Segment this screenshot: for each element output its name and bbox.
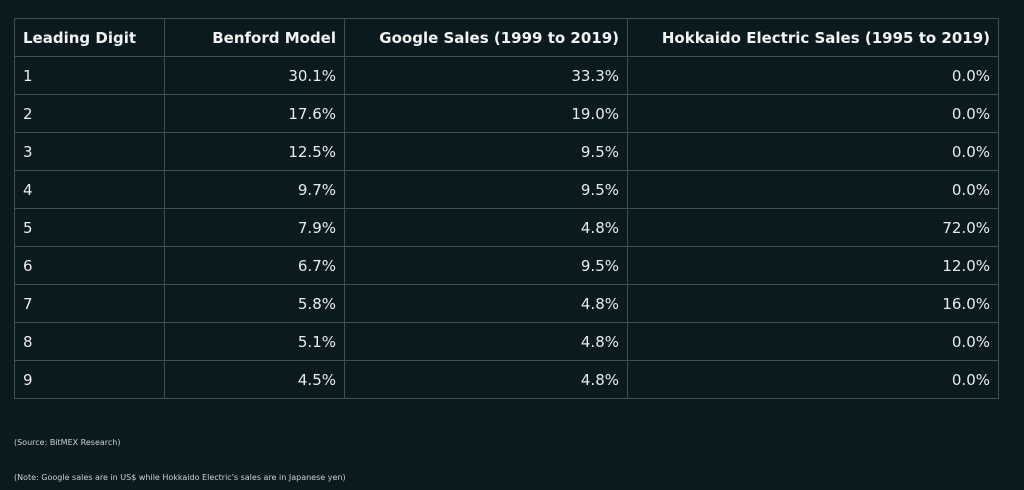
- column-google-sales-cell: 9.5%: [344, 246, 628, 285]
- table-header: Leading Digit Benford Model Google Sales (…: [14, 18, 999, 57]
- column-hokkaido-sales-cell: 0.0%: [627, 322, 999, 361]
- table-row: 2 17.6% 19.0% 0.0%: [14, 94, 999, 133]
- column-google-sales-cell: 4.8%: [344, 360, 628, 399]
- column-benford-model-cell: 30.1%: [164, 56, 345, 95]
- table-row: 8 5.1% 4.8% 0.0%: [14, 322, 999, 361]
- column-google-sales-cell: 19.0%: [344, 94, 628, 133]
- currency-note: (Note: Google sales are in US$ while Hok…: [14, 473, 346, 482]
- column-hokkaido-sales-cell: 0.0%: [627, 360, 999, 399]
- table-body: 1 30.1% 33.3% 0.0% 2 17.6% 19.0% 0.0% 3 12.5% 9.5%…: [14, 56, 999, 399]
- column-hokkaido-sales-cell: 0.0%: [627, 170, 999, 209]
- table-row: 4 9.7% 9.5% 0.0%: [14, 170, 999, 209]
- column-google-sales-cell: 4.8%: [344, 284, 628, 323]
- column-google-sales-cell: 4.8%: [344, 208, 628, 247]
- column-leading-digit-cell: 1: [14, 56, 165, 95]
- header-row: Leading Digit Benford Model Google Sales (…: [14, 18, 999, 57]
- column-leading-digit-cell: 9: [14, 360, 165, 399]
- column-benford-model-header: Benford Model: [164, 18, 345, 57]
- column-benford-model-cell: 5.8%: [164, 284, 345, 323]
- column-hokkaido-sales-cell: 72.0%: [627, 208, 999, 247]
- table-row: 3 12.5% 9.5% 0.0%: [14, 132, 999, 171]
- column-leading-digit-cell: 2: [14, 94, 165, 133]
- table-row: 5 7.9% 4.8% 72.0%: [14, 208, 999, 247]
- column-hokkaido-sales-cell: 16.0%: [627, 284, 999, 323]
- source-note: (Source: BitMEX Research): [14, 438, 121, 447]
- column-leading-digit-cell: 3: [14, 132, 165, 171]
- column-benford-model-cell: 17.6%: [164, 94, 345, 133]
- column-hokkaido-sales-cell: 0.0%: [627, 56, 999, 95]
- column-leading-digit-cell: 8: [14, 322, 165, 361]
- column-leading-digit-header: Leading Digit: [14, 18, 165, 57]
- column-benford-model-cell: 7.9%: [164, 208, 345, 247]
- table-row: 9 4.5% 4.8% 0.0%: [14, 360, 999, 399]
- column-hokkaido-sales-cell: 12.0%: [627, 246, 999, 285]
- column-benford-model-cell: 4.5%: [164, 360, 345, 399]
- column-hokkaido-sales-header: Hokkaido Electric Sales (1995 to 2019): [627, 18, 999, 57]
- table-row: 7 5.8% 4.8% 16.0%: [14, 284, 999, 323]
- column-leading-digit-cell: 6: [14, 246, 165, 285]
- table-row: 6 6.7% 9.5% 12.0%: [14, 246, 999, 285]
- column-benford-model-cell: 5.1%: [164, 322, 345, 361]
- column-hokkaido-sales-cell: 0.0%: [627, 94, 999, 133]
- column-hokkaido-sales-cell: 0.0%: [627, 132, 999, 171]
- column-benford-model-cell: 9.7%: [164, 170, 345, 209]
- column-google-sales-cell: 4.8%: [344, 322, 628, 361]
- benford-table: Leading Digit Benford Model Google Sales (…: [14, 18, 999, 399]
- column-leading-digit-cell: 5: [14, 208, 165, 247]
- column-leading-digit-cell: 7: [14, 284, 165, 323]
- column-google-sales-cell: 9.5%: [344, 170, 628, 209]
- column-leading-digit-cell: 4: [14, 170, 165, 209]
- column-google-sales-header: Google Sales (1999 to 2019): [344, 18, 628, 57]
- table-row: 1 30.1% 33.3% 0.0%: [14, 56, 999, 95]
- column-benford-model-cell: 12.5%: [164, 132, 345, 171]
- column-google-sales-cell: 9.5%: [344, 132, 628, 171]
- column-google-sales-cell: 33.3%: [344, 56, 628, 95]
- column-benford-model-cell: 6.7%: [164, 246, 345, 285]
